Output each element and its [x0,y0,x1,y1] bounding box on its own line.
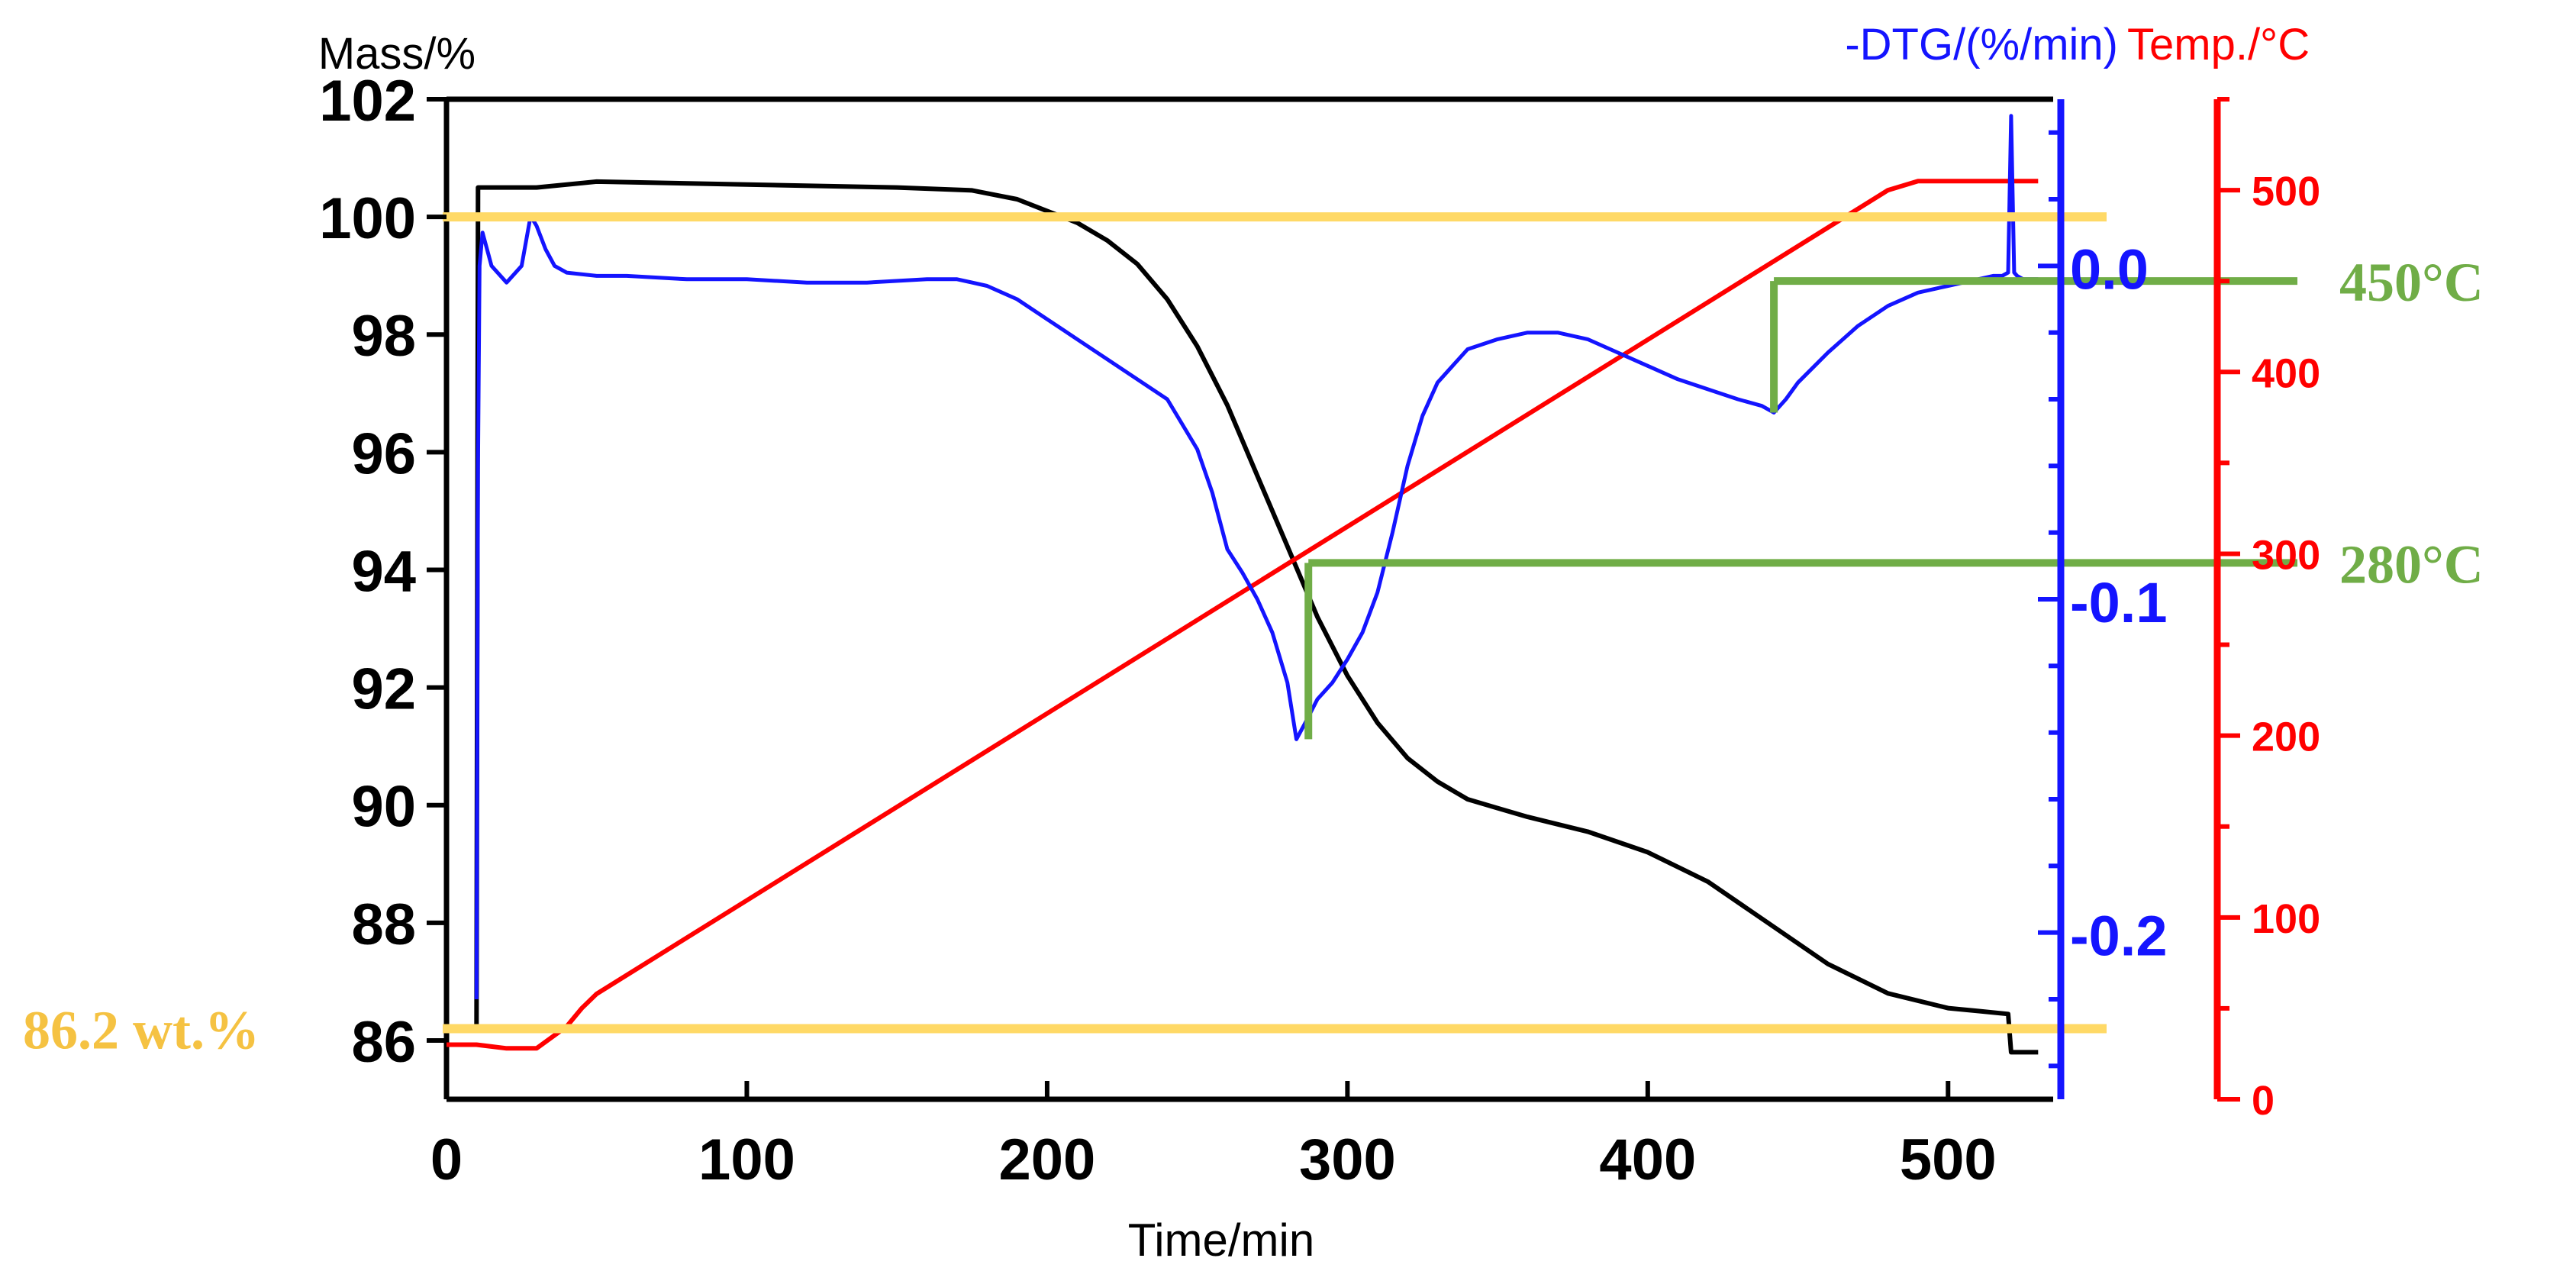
dtg-tick-label: -0.1 [2070,571,2168,634]
temp-tick-label: 200 [2252,715,2320,760]
mass-tick-label: 96 [351,421,416,486]
series-line-dtg [474,114,2039,1000]
annotation-layer: 86.2 wt.% 280°C 450°C [23,212,2484,1061]
mass-tick-label: 92 [351,657,416,722]
temp-tick-label: 0 [2252,1078,2275,1124]
temp-tick-label: 500 [2252,169,2320,215]
x-tick-label: 300 [1299,1128,1396,1192]
temp-tick-label: 400 [2252,350,2320,396]
mass-tick-label: 98 [351,304,416,369]
mass-tick-label: 88 [351,892,416,957]
x-tick-label: 200 [999,1128,1096,1192]
mass-tick-label: 90 [351,775,416,840]
x-tick-label: 500 [1900,1128,1997,1192]
dtg-tick-label: 0.0 [2070,237,2149,301]
x-axis-title: Time/min [1128,1215,1314,1266]
temp-tick-label: 300 [2252,532,2320,578]
series-layer [447,114,2039,1055]
temp-marker-label: 280°C [2339,534,2484,595]
x-tick-label: 0 [430,1128,463,1192]
axes-layer: 0 100 200 300 400 500 86 88 90 92 94 96 98 100 102 0.0 -… [319,69,2320,1192]
dtg-axis-title: -DTG/(%/min) [1845,20,2118,69]
temp-marker-label: 450°C [2339,252,2484,313]
x-tick-label: 400 [1599,1128,1696,1192]
mass-tick-label: 100 [319,186,416,251]
series-line-temp [447,179,2039,1051]
mass-axis-title: Mass/% [318,29,476,79]
x-tick-label: 100 [698,1128,795,1192]
mass-tick-label: 94 [351,539,416,604]
dtg-tick-label: -0.2 [2070,905,2168,968]
plot-frame [443,96,2053,1102]
series-line-mass [474,179,2039,1055]
mass-tick-label: 86 [351,1010,416,1075]
temp-tick-label: 100 [2252,896,2320,942]
mass-tick-label: 102 [319,69,416,134]
temp-axis-title: Temp./°C [2127,20,2310,69]
mass-reference-label: 86.2 wt.% [23,1000,260,1061]
